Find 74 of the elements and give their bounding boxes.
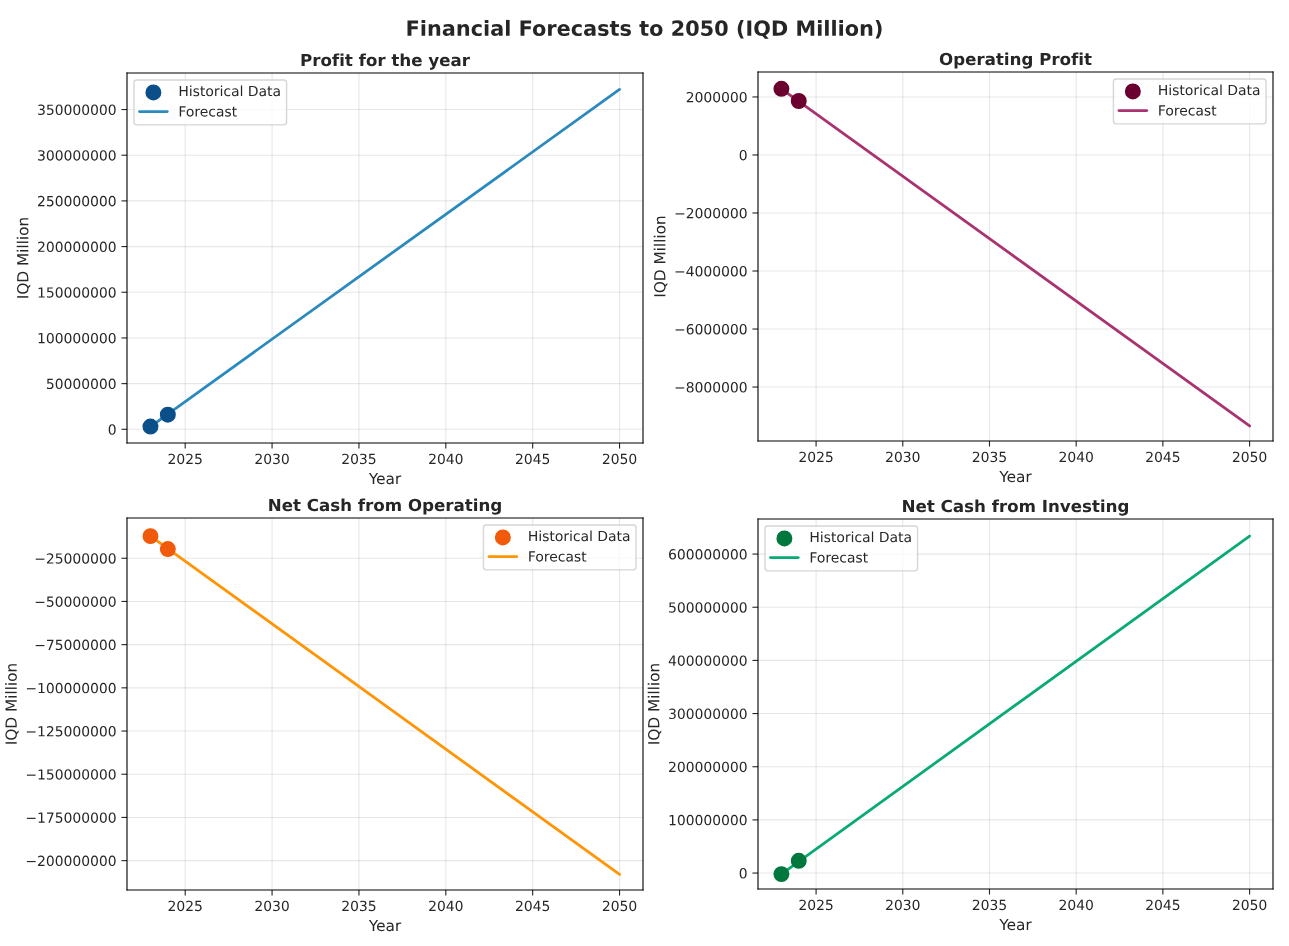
y-tick-label: 250000000	[38, 195, 116, 207]
x-tick-label: 2045	[1146, 899, 1180, 911]
legend-label: Historical Data	[1159, 84, 1260, 96]
y-tick-label: −25000000	[35, 553, 116, 564]
x-tick-label: 2030	[255, 900, 289, 912]
legend-label: Forecast	[179, 106, 237, 117]
x-tick-label: 2030	[255, 453, 289, 465]
chart-title: Operating Profit	[939, 52, 1092, 69]
x-tick-label: 2045	[516, 453, 550, 465]
y-tick-label: −50000000	[35, 596, 116, 607]
x-tick-label: 2040	[1059, 451, 1093, 463]
y-tick-label: 600000000	[669, 549, 747, 560]
y-axis-title: IQD Million	[16, 218, 31, 298]
y-tick-label: 100000000	[669, 814, 747, 826]
y-tick-label: −75000000	[35, 639, 116, 651]
x-tick-label: 2050	[1232, 899, 1267, 911]
y-tick-label: −125000000	[26, 726, 116, 737]
y-tick-label: −8000000	[675, 382, 747, 393]
y-axis-title: IQD Million	[5, 664, 19, 744]
x-tick-label: 2035	[342, 900, 376, 912]
legend-label: Forecast	[1159, 105, 1217, 116]
chart-title: Net Cash from Operating	[269, 498, 501, 515]
y-tick-label: 150000000	[38, 287, 116, 298]
x-tick-label: 2025	[168, 453, 202, 465]
y-tick-label: −200000000	[26, 855, 116, 867]
x-tick-label: 2045	[1146, 451, 1180, 463]
y-tick-label: −2000000	[675, 207, 747, 219]
chart-title: Net Cash from Investing	[903, 499, 1129, 516]
y-tick-label: 0	[108, 424, 116, 435]
x-tick-label: 2025	[799, 899, 833, 911]
y-tick-label: 350000000	[38, 104, 116, 116]
x-tick-label: 2035	[342, 453, 376, 465]
x-axis-title: Year	[368, 919, 402, 932]
y-tick-label: 200000000	[669, 761, 747, 773]
text: Financial Forecasts to 2050 (IQD Million)	[407, 19, 882, 39]
y-tick-label: −150000000	[26, 769, 116, 780]
y-tick-label: 300000000	[38, 150, 116, 161]
legend-label: Historical Data	[529, 530, 630, 542]
x-tick-label: 2030	[886, 451, 920, 463]
y-tick-label: −175000000	[26, 812, 116, 823]
y-tick-label: −6000000	[675, 323, 747, 335]
chart-title: Profit for the year	[301, 53, 470, 70]
y-tick-label: 500000000	[669, 602, 747, 613]
x-axis-title: Year	[999, 470, 1032, 483]
x-tick-label: 2050	[602, 453, 637, 465]
x-tick-label: 2030	[886, 899, 920, 911]
legend-label: Historical Data	[810, 531, 911, 543]
y-tick-label: 200000000	[38, 241, 116, 253]
x-tick-label: 2040	[429, 900, 463, 912]
x-tick-label: 2045	[516, 900, 550, 912]
y-axis-title: IQD Million	[653, 216, 668, 297]
legend-label: Historical Data	[179, 85, 280, 97]
y-tick-label: 400000000	[668, 655, 747, 666]
y-tick-label: 50000000	[46, 378, 116, 390]
x-tick-label: 2035	[972, 899, 1006, 911]
y-tick-label: 0	[739, 868, 747, 879]
y-tick-label: −100000000	[26, 682, 116, 694]
x-tick-label: 2025	[799, 451, 833, 463]
y-tick-label: 0	[739, 149, 747, 161]
y-tick-label: 300000000	[669, 708, 747, 720]
x-tick-label: 2040	[1059, 899, 1093, 911]
x-axis-title: Year	[999, 918, 1032, 931]
x-tick-label: 2025	[168, 900, 202, 912]
x-tick-label: 2035	[972, 451, 1006, 463]
x-tick-label: 2040	[429, 453, 463, 465]
y-axis-title: IQD Million	[647, 664, 662, 744]
x-tick-label: 2050	[1232, 451, 1267, 463]
y-tick-label: −4000000	[675, 265, 747, 277]
y-tick-label: 100000000	[38, 332, 116, 344]
x-tick-label: 2050	[602, 900, 637, 912]
x-axis-title: Year	[368, 472, 402, 485]
legend-label: Forecast	[810, 552, 868, 563]
legend-label: Forecast	[529, 551, 587, 562]
y-tick-label: 2000000	[686, 91, 747, 103]
